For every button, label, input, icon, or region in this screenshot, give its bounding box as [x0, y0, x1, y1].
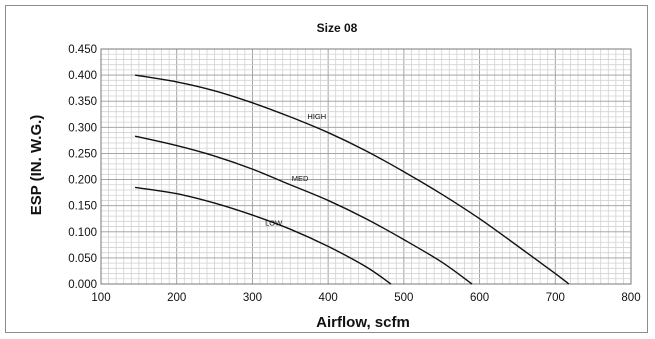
x-tick-label: 400	[319, 292, 338, 304]
x-axis-label: Airflow, scfm	[316, 314, 410, 331]
chart-grid	[100, 48, 632, 285]
series-label-high: HIGH	[307, 112, 326, 121]
series-line-med	[134, 135, 473, 285]
series-labels: HIGH MED LOW	[265, 112, 326, 228]
y-tick-label: 0.350	[68, 96, 97, 108]
y-tick-label: 0.050	[68, 253, 97, 265]
series-line-low	[134, 186, 392, 285]
x-tick-label: 300	[243, 292, 262, 304]
chart-title: Size 08	[317, 21, 358, 35]
y-axis-label: ESP (IN. W.G.)	[28, 115, 45, 216]
series-label-low: LOW	[265, 219, 283, 228]
y-tick-label: 0.150	[68, 201, 97, 213]
tick-labels: 100 200 300 400 500 600 700 800 0.000 0.050 0.100 0…	[68, 44, 640, 304]
y-tick-label: 0.000	[68, 279, 97, 291]
series-label-med: MED	[292, 174, 309, 183]
y-tick-label: 0.400	[68, 70, 97, 82]
x-tick-label: 500	[394, 292, 413, 304]
y-tick-label: 0.100	[68, 227, 97, 239]
x-tick-label: 600	[470, 292, 489, 304]
y-tick-label: 0.250	[68, 148, 97, 160]
x-tick-label: 100	[91, 292, 110, 304]
series-line-high	[134, 74, 570, 285]
x-tick-label: 800	[621, 292, 640, 304]
series-lines	[134, 74, 570, 285]
x-tick-label: 700	[546, 292, 565, 304]
plot-area-border	[100, 48, 632, 285]
y-tick-label: 0.300	[68, 122, 97, 134]
y-tick-label: 0.200	[68, 175, 97, 187]
x-tick-label: 200	[167, 292, 186, 304]
y-tick-label: 0.450	[68, 44, 97, 56]
